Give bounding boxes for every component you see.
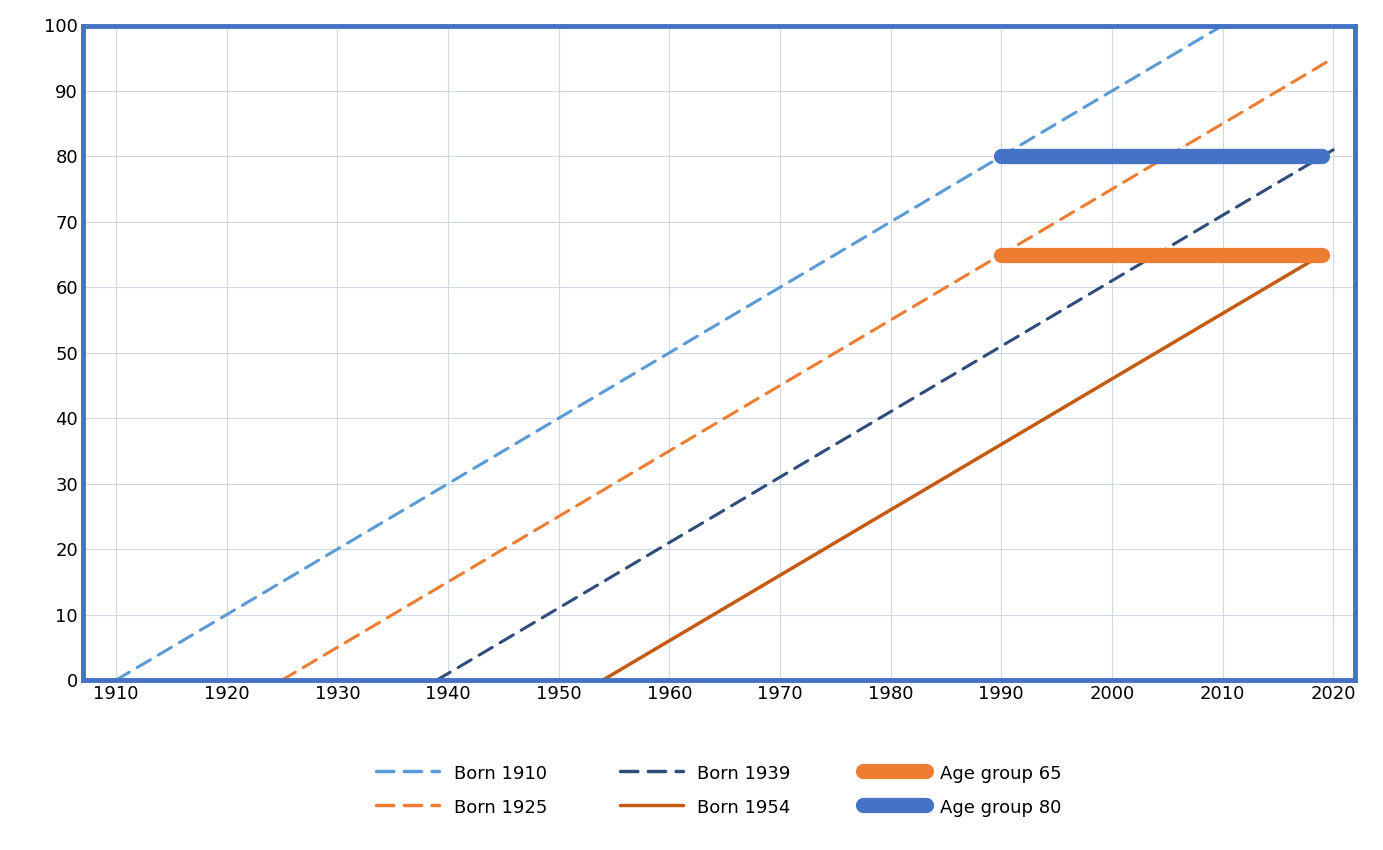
Legend: Born 1910, Born 1925, Born 1939, Born 1954, Age group 65, Age group 80: Born 1910, Born 1925, Born 1939, Born 19… xyxy=(368,755,1070,825)
